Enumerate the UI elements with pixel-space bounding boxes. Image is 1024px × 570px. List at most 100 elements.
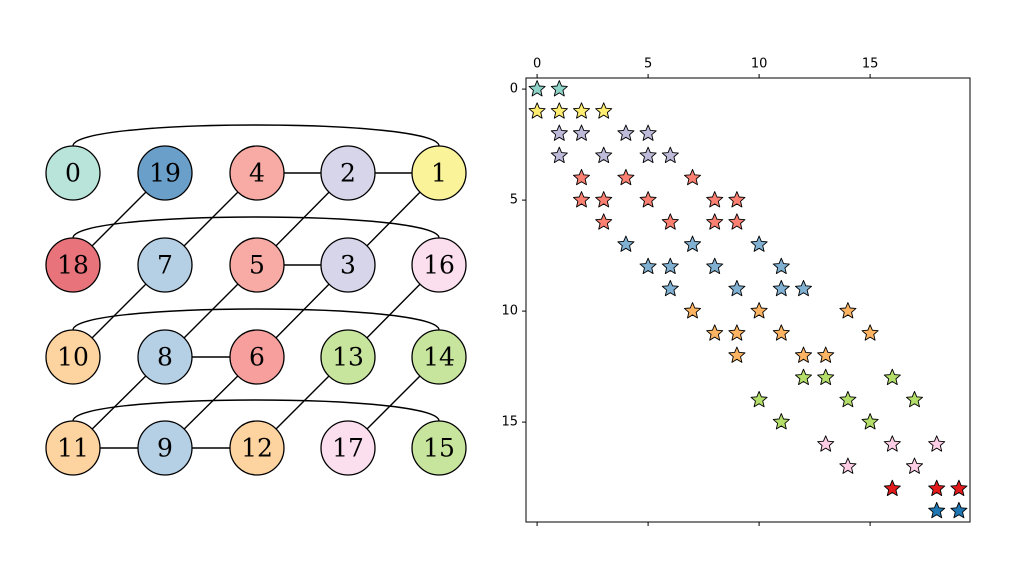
node-label: 6 — [249, 343, 265, 372]
star-point — [550, 80, 568, 97]
star-point — [706, 213, 724, 230]
star-point — [750, 235, 768, 252]
star-point — [595, 191, 613, 208]
node — [229, 329, 285, 385]
star-point — [595, 102, 613, 119]
star-point — [572, 124, 591, 141]
node-label: 1 — [431, 159, 447, 188]
star-point — [817, 435, 835, 452]
star-point — [839, 457, 857, 474]
node — [320, 145, 376, 201]
star-point — [794, 368, 813, 386]
node — [45, 145, 101, 201]
star-point — [839, 302, 857, 319]
node-label: 15 — [423, 434, 455, 463]
star-point — [617, 235, 635, 252]
star-point — [817, 368, 835, 386]
star-point — [728, 324, 746, 341]
node — [411, 420, 467, 476]
x-tick-label: 15 — [862, 57, 879, 72]
star-point — [728, 346, 746, 363]
star-point — [639, 191, 657, 208]
star-point — [639, 257, 657, 275]
star-point — [706, 191, 724, 208]
star-point — [928, 501, 946, 519]
node-label: 3 — [340, 251, 356, 280]
node-label: 4 — [249, 159, 265, 188]
star-point — [639, 146, 657, 164]
star-point — [794, 346, 813, 363]
star-point — [661, 213, 679, 230]
star-point — [706, 324, 724, 341]
star-point — [550, 102, 568, 119]
star-point — [772, 413, 790, 430]
node — [45, 329, 101, 385]
star-point — [928, 479, 946, 497]
x-tick-label: 10 — [751, 57, 768, 72]
node — [320, 329, 376, 385]
node-label: 17 — [332, 434, 364, 463]
node-label: 16 — [423, 251, 455, 280]
node-label: 19 — [149, 159, 181, 188]
star-point — [883, 435, 901, 452]
star-point — [883, 368, 901, 386]
star-point — [861, 413, 879, 430]
star-point — [661, 257, 679, 275]
star-point — [550, 124, 568, 141]
star-point — [661, 146, 679, 164]
node-label: 0 — [65, 159, 81, 188]
star-point — [683, 235, 702, 252]
node — [411, 237, 467, 293]
node — [137, 237, 193, 293]
star-point — [528, 102, 546, 119]
plot-frame — [525, 77, 971, 523]
star-point — [595, 146, 613, 164]
node-label: 12 — [241, 434, 273, 463]
node-label: 8 — [157, 343, 173, 372]
star-point — [572, 168, 591, 186]
y-tick-label: 5 — [510, 193, 518, 208]
star-point — [728, 191, 746, 208]
node — [45, 420, 101, 476]
star-point — [950, 479, 968, 497]
edge-arc — [72, 124, 440, 147]
node — [137, 329, 193, 385]
node — [229, 237, 285, 293]
node — [411, 145, 467, 201]
star-point — [572, 102, 591, 119]
star-point — [839, 390, 857, 408]
star-point — [528, 80, 546, 97]
node — [320, 237, 376, 293]
matrix-plot: 0 5 10 15 0 5 10 15 — [501, 57, 971, 526]
node-label: 7 — [157, 251, 173, 280]
star-point — [905, 390, 924, 408]
star-point — [772, 279, 790, 297]
y-tick-label: 0 — [510, 82, 518, 97]
star-point — [950, 501, 968, 519]
star-point — [617, 124, 635, 141]
node-label: 9 — [157, 434, 173, 463]
edge-arc — [72, 308, 440, 331]
star-point — [706, 257, 724, 275]
x-tick-label: 0 — [533, 57, 541, 72]
node-label: 10 — [57, 343, 89, 372]
node — [229, 145, 285, 201]
edge-arc — [72, 399, 440, 422]
star-point — [772, 257, 790, 275]
star-point — [905, 457, 924, 474]
node-label: 2 — [340, 159, 356, 188]
node — [137, 420, 193, 476]
star-point — [728, 213, 746, 230]
star-point — [728, 279, 746, 297]
star-point — [572, 191, 591, 208]
star-point — [861, 324, 879, 341]
node — [45, 237, 101, 293]
node — [320, 420, 376, 476]
star-point — [750, 302, 768, 319]
star-point — [794, 279, 813, 297]
star-point — [617, 168, 635, 186]
node-label: 18 — [57, 251, 89, 280]
x-tick-label: 5 — [644, 57, 652, 72]
